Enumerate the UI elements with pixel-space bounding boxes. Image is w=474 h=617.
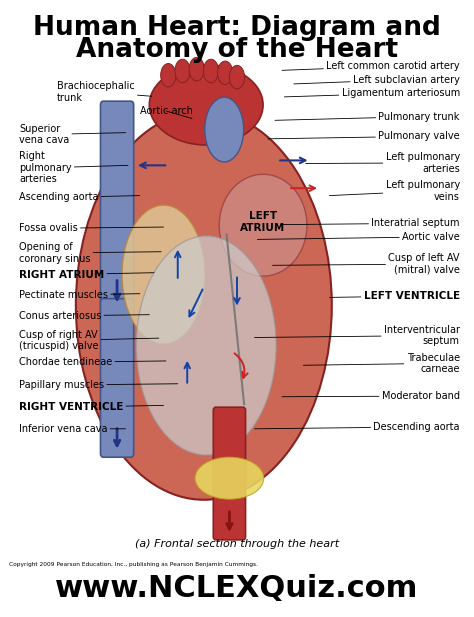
FancyBboxPatch shape [100,299,134,457]
Text: www.NCLEXQuiz.com: www.NCLEXQuiz.com [55,573,419,603]
Text: Human Heart: Diagram and: Human Heart: Diagram and [33,15,441,41]
Text: Aortic arch: Aortic arch [140,106,193,118]
Text: Opening of
coronary sinus: Opening of coronary sinus [19,242,161,264]
Text: Fossa ovalis: Fossa ovalis [19,223,164,233]
Text: RIGHT VENTRICLE: RIGHT VENTRICLE [19,402,164,412]
Text: Ascending aorta: Ascending aorta [19,193,140,202]
Text: Trabeculae
carneae: Trabeculae carneae [303,352,460,375]
FancyBboxPatch shape [100,101,134,315]
Ellipse shape [175,59,190,83]
Text: Papillary muscles: Papillary muscles [19,380,178,390]
Text: Superior
vena cava: Superior vena cava [19,123,126,146]
Ellipse shape [205,97,244,162]
Text: Right
pulmonary
arteries: Right pulmonary arteries [19,151,128,184]
Text: Left pulmonary
veins: Left pulmonary veins [329,180,460,202]
Text: Cusp of left AV
(mitral) valve: Cusp of left AV (mitral) valve [273,253,460,275]
Text: Pectinate muscles: Pectinate muscles [19,290,140,300]
Text: Descending aorta: Descending aorta [255,422,460,432]
Ellipse shape [229,65,245,89]
Text: Brachiocephalic
trunk: Brachiocephalic trunk [57,81,152,103]
Text: Anatomy of the Heart: Anatomy of the Heart [76,37,398,63]
Text: LEFT
ATRIUM: LEFT ATRIUM [240,211,286,233]
Ellipse shape [136,236,276,455]
Text: Interventricular
septum: Interventricular septum [255,325,460,347]
Ellipse shape [195,457,264,499]
FancyBboxPatch shape [213,407,246,540]
Text: Moderator band: Moderator band [282,391,460,401]
Ellipse shape [219,175,307,276]
Ellipse shape [161,64,176,87]
Ellipse shape [122,205,205,344]
Text: Aortic valve: Aortic valve [257,232,460,242]
Text: Left subclavian artery: Left subclavian artery [294,75,460,85]
Text: Interatrial septum: Interatrial septum [282,218,460,228]
Text: RIGHT ATRIUM: RIGHT ATRIUM [19,270,154,280]
Ellipse shape [149,65,263,145]
Ellipse shape [76,111,332,500]
Ellipse shape [218,61,233,85]
Text: Inferior vena cava: Inferior vena cava [19,424,126,434]
Text: LEFT VENTRICLE: LEFT VENTRICLE [329,291,460,301]
Text: Chordae tendineae: Chordae tendineae [19,357,166,367]
Text: Pulmonary trunk: Pulmonary trunk [275,112,460,122]
Ellipse shape [189,57,204,81]
Text: Cusp of right AV
(tricuspid) valve: Cusp of right AV (tricuspid) valve [19,329,159,352]
Text: Pulmonary valve: Pulmonary valve [268,131,460,141]
Ellipse shape [203,59,219,83]
Text: Left common carotid artery: Left common carotid artery [282,61,460,71]
Text: Ligamentum arteriosum: Ligamentum arteriosum [284,88,460,98]
Text: (a) Frontal section through the heart: (a) Frontal section through the heart [135,539,339,549]
Text: Left pulmonary
arteries: Left pulmonary arteries [306,152,460,174]
Text: Copyright 2009 Pearson Education, Inc., publishing as Pearson Benjamin Cummings.: Copyright 2009 Pearson Education, Inc., … [9,562,258,567]
Text: Conus arteriosus: Conus arteriosus [19,311,149,321]
